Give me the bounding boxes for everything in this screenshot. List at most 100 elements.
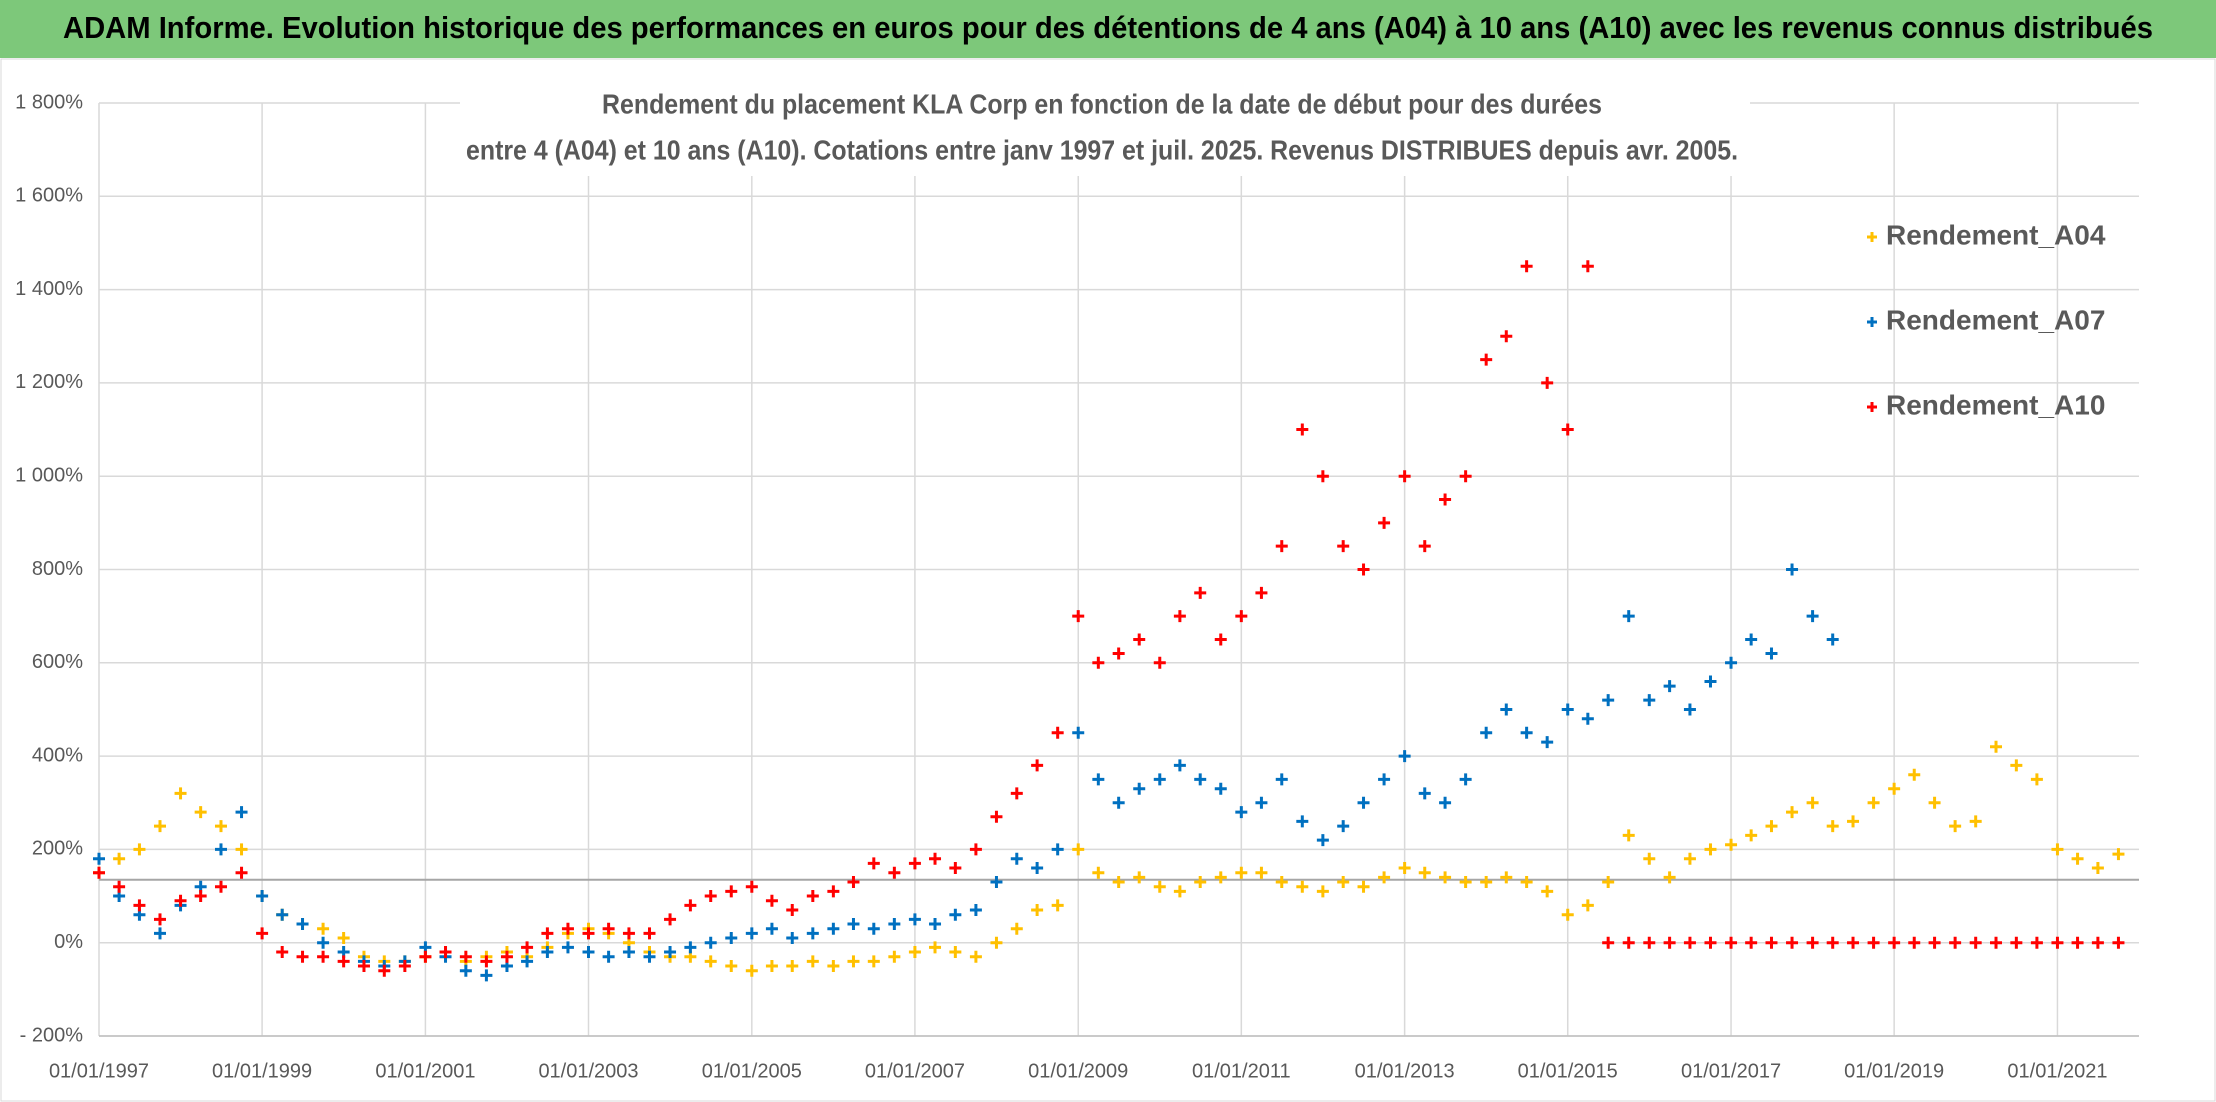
point xyxy=(1704,936,1717,949)
point xyxy=(561,941,574,954)
point xyxy=(1296,880,1309,893)
point xyxy=(1112,796,1125,809)
point xyxy=(1663,680,1676,693)
y-tick-label: 1 000% xyxy=(15,464,83,486)
point xyxy=(806,927,819,940)
point xyxy=(133,843,146,856)
y-tick-label: 200% xyxy=(32,838,83,860)
point xyxy=(2030,936,2043,949)
point xyxy=(1683,703,1696,716)
point xyxy=(2030,773,2043,786)
point xyxy=(847,918,860,931)
point xyxy=(419,950,432,963)
point xyxy=(1847,815,1860,828)
point xyxy=(317,950,330,963)
point xyxy=(153,913,166,926)
point xyxy=(786,960,799,973)
point xyxy=(459,950,472,963)
point xyxy=(1704,843,1717,856)
point xyxy=(113,852,126,865)
point xyxy=(1541,736,1554,749)
point xyxy=(1275,876,1288,889)
chart-border xyxy=(0,58,2216,1102)
point xyxy=(521,941,534,954)
point xyxy=(1316,834,1329,847)
point xyxy=(2112,848,2125,861)
point xyxy=(867,922,880,935)
point xyxy=(317,922,330,935)
point xyxy=(1275,773,1288,786)
point xyxy=(1908,768,1921,781)
point xyxy=(1051,899,1064,912)
point xyxy=(296,950,309,963)
point xyxy=(1480,353,1493,366)
point xyxy=(582,946,595,959)
point xyxy=(1867,796,1880,809)
point xyxy=(93,866,105,879)
point xyxy=(1541,376,1554,389)
point xyxy=(1745,633,1758,646)
point xyxy=(500,950,513,963)
point xyxy=(622,946,635,959)
point xyxy=(1459,876,1472,889)
point xyxy=(725,932,738,945)
point xyxy=(1847,936,1860,949)
x-tick-label: 01/01/1999 xyxy=(212,1060,312,1082)
point xyxy=(1725,936,1738,949)
point xyxy=(1806,936,1819,949)
point xyxy=(1500,703,1513,716)
legend-marker xyxy=(1867,232,1877,242)
point xyxy=(398,960,411,973)
point xyxy=(1561,908,1574,921)
point xyxy=(1378,871,1391,884)
point xyxy=(1214,633,1227,646)
point xyxy=(378,964,391,977)
point xyxy=(1806,610,1819,623)
point xyxy=(1255,796,1268,809)
point xyxy=(480,955,493,968)
point xyxy=(908,913,921,926)
x-tick-label: 01/01/2015 xyxy=(1518,1060,1618,1082)
point xyxy=(1214,782,1227,795)
point xyxy=(908,857,921,870)
point xyxy=(1500,330,1513,343)
point xyxy=(664,913,677,926)
legend-label: Rendement_A10 xyxy=(1886,389,2105,420)
point xyxy=(745,964,758,977)
point xyxy=(1153,880,1166,893)
point xyxy=(643,950,656,963)
point xyxy=(888,918,901,931)
point xyxy=(317,936,330,949)
x-tick-label: 01/01/2001 xyxy=(375,1060,475,1082)
point xyxy=(1173,610,1186,623)
point xyxy=(1398,862,1411,875)
point xyxy=(256,927,269,940)
point xyxy=(1133,871,1146,884)
point xyxy=(786,932,799,945)
point xyxy=(1133,782,1146,795)
point xyxy=(929,918,942,931)
y-tick-label: 0% xyxy=(54,931,83,953)
point xyxy=(561,922,574,935)
point xyxy=(1296,815,1309,828)
point xyxy=(888,950,901,963)
point xyxy=(1357,880,1370,893)
point xyxy=(765,960,778,973)
point xyxy=(827,960,840,973)
point xyxy=(1296,423,1309,436)
point xyxy=(602,922,615,935)
point xyxy=(1622,936,1635,949)
point xyxy=(990,936,1003,949)
point xyxy=(153,820,166,833)
point xyxy=(990,810,1003,823)
point xyxy=(1520,876,1533,889)
point xyxy=(1214,871,1227,884)
chart-subtitle: entre 4 (A04) et 10 ans (A10). Cotations… xyxy=(466,134,1738,165)
point xyxy=(1581,712,1594,725)
point xyxy=(1561,423,1574,436)
point xyxy=(1031,862,1044,875)
point xyxy=(1173,885,1186,898)
point xyxy=(2010,759,2023,772)
point xyxy=(806,955,819,968)
